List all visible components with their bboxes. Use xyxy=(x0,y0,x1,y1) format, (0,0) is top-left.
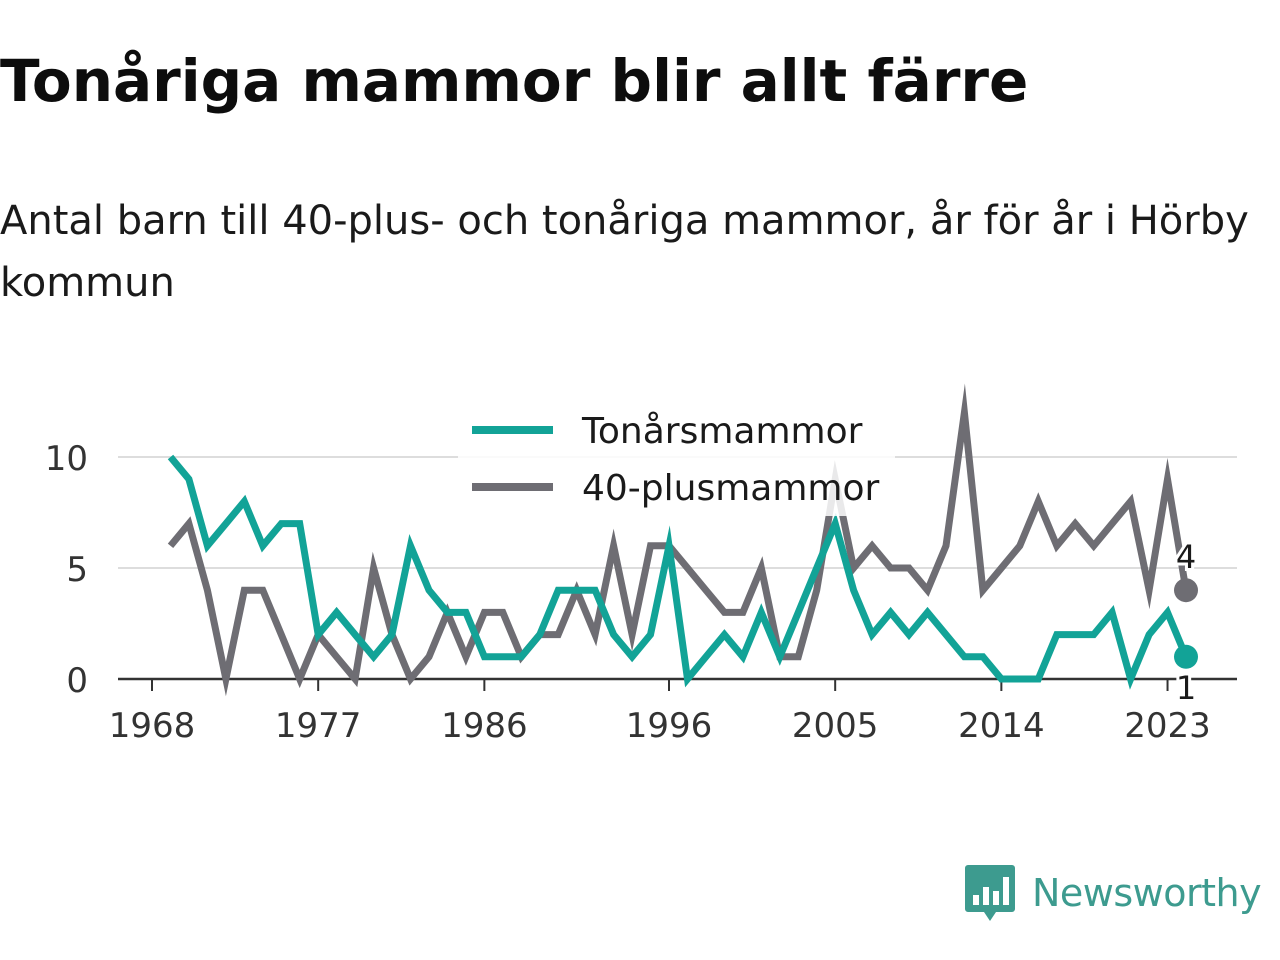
legend: Tonårsmammor 40-plusmammor xyxy=(458,398,895,516)
newsworthy-logo-icon xyxy=(965,865,1015,921)
legend-background xyxy=(458,398,895,516)
brand-name: Newsworthy xyxy=(1032,871,1262,915)
x-tick-label: 2005 xyxy=(792,706,879,746)
x-tick-label: 1996 xyxy=(626,706,713,746)
x-tick-label: 2014 xyxy=(958,706,1045,746)
series-lines xyxy=(167,383,1190,697)
legend-label-tonarsmammor: Tonårsmammor xyxy=(581,411,863,452)
y-tick-label: 10 xyxy=(45,439,88,479)
y-tick-label: 0 xyxy=(66,661,88,701)
x-tick-label: 1986 xyxy=(441,706,528,746)
series-end-label-0: 1 xyxy=(1176,669,1196,707)
x-tick-label: 2023 xyxy=(1124,706,1211,746)
series-end-label-1: 4 xyxy=(1176,538,1196,576)
y-tick-label: 5 xyxy=(66,550,88,590)
legend-label-40-plusmammor: 40-plusmammor xyxy=(582,468,880,509)
brand-logo: Newsworthy xyxy=(964,862,1262,924)
chart-title: Tonåriga mammor blir allt färre xyxy=(0,47,1029,115)
series-endpoint-1 xyxy=(1174,578,1198,603)
series-endpoints: 14 xyxy=(1173,535,1199,710)
chart-subtitle: Antal barn till 40-plus- och tonåriga ma… xyxy=(0,198,1249,306)
series-line-0 xyxy=(167,454,1190,690)
series-endpoint-0 xyxy=(1174,644,1198,669)
axes: 0 5 10 1968 1977 1986 1996 2005 2014 2023 xyxy=(45,439,1237,746)
series-line-1 xyxy=(167,383,1190,697)
x-tick-label: 1968 xyxy=(109,706,196,746)
x-tick-label: 1977 xyxy=(275,706,362,746)
